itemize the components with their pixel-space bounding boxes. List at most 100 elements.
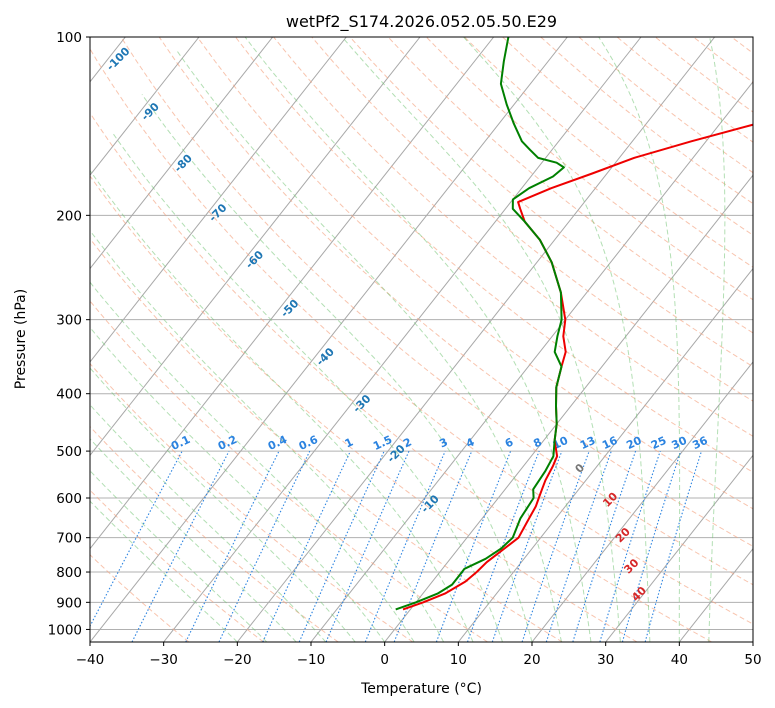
moist-adiabat bbox=[90, 169, 474, 642]
dry-adiabats bbox=[90, 37, 753, 642]
y-tick-label: 700 bbox=[56, 531, 82, 547]
moist-adiabat bbox=[90, 404, 327, 642]
mixing-ratio-line bbox=[131, 450, 230, 642]
dry-adiabat bbox=[90, 47, 753, 625]
mixing-ratio-line bbox=[521, 450, 590, 642]
y-tick-label: 300 bbox=[56, 313, 82, 329]
isotherm bbox=[236, 37, 716, 642]
plot-frame bbox=[89, 36, 754, 643]
x-tick-label: 0 bbox=[380, 652, 389, 668]
mixing-ratio-label: 36 bbox=[690, 434, 710, 452]
isotherm bbox=[90, 37, 200, 176]
isotherm bbox=[90, 37, 568, 642]
x-axis-label: Temperature (°C) bbox=[360, 681, 482, 697]
x-tick-label: 30 bbox=[597, 652, 614, 668]
x-tick-label: −20 bbox=[223, 652, 252, 668]
y-tick-label: 100 bbox=[56, 30, 82, 46]
x-tick-label: 50 bbox=[744, 652, 761, 668]
x-tick-label: 20 bbox=[523, 652, 540, 668]
moist-adiabat bbox=[111, 132, 503, 642]
moist-adiabat bbox=[244, 37, 592, 642]
moist-adiabat bbox=[141, 94, 533, 642]
y-tick-label: 900 bbox=[56, 595, 82, 611]
moist-adiabat bbox=[598, 37, 681, 642]
y-axis-ticks: 100 200 300 400 500 600 700 800 900 1000 bbox=[48, 30, 90, 638]
isotherm bbox=[90, 37, 495, 550]
x-tick-label: 40 bbox=[671, 652, 688, 668]
mixing-ratio-line bbox=[491, 450, 563, 642]
dewpoint-profile-line bbox=[395, 37, 565, 611]
moist-adiabat bbox=[90, 326, 386, 642]
moist-adiabats bbox=[90, 37, 726, 642]
dry-adiabat bbox=[196, 37, 753, 510]
isotherm bbox=[457, 267, 753, 642]
isotherm bbox=[531, 361, 753, 642]
profile-layer bbox=[395, 37, 753, 611]
isotherm bbox=[605, 454, 753, 642]
mixing-ratio-label: 25 bbox=[649, 434, 668, 452]
mixing-ratio-line bbox=[393, 450, 473, 642]
isotherm bbox=[90, 37, 347, 363]
moist-adiabat bbox=[90, 281, 415, 642]
mixing-ratio-line bbox=[545, 450, 612, 642]
isotherm bbox=[90, 37, 421, 457]
mixing-ratio-label: 13 bbox=[578, 434, 597, 452]
y-tick-label: 500 bbox=[56, 444, 82, 460]
dry-adiabat bbox=[273, 37, 753, 437]
mixing-ratio-label: 30 bbox=[670, 434, 690, 452]
dry-adiabat bbox=[90, 362, 414, 642]
moist-adiabat bbox=[90, 229, 445, 642]
isotherm bbox=[163, 37, 642, 642]
dry-adiabat bbox=[158, 37, 753, 547]
x-axis-ticks: −40 −30 −20 −10 0 10 20 30 40 50 bbox=[76, 642, 762, 668]
isotherm bbox=[384, 174, 753, 642]
y-tick-label: 600 bbox=[56, 491, 82, 507]
x-tick-label: 10 bbox=[450, 652, 467, 668]
mixing-ratio-line bbox=[218, 450, 311, 642]
moist-adiabat bbox=[175, 49, 562, 642]
dry-adiabat bbox=[90, 425, 339, 642]
mixing-ratio-line bbox=[644, 450, 703, 642]
moist-adiabat bbox=[463, 37, 651, 642]
dry-adiabat bbox=[425, 37, 753, 301]
mixing-ratio-line bbox=[262, 450, 351, 642]
dry-adiabat bbox=[90, 175, 638, 642]
moist-adiabat bbox=[90, 367, 356, 642]
pressure-gridlines bbox=[90, 37, 753, 630]
mixing-ratio-line bbox=[90, 450, 183, 628]
y-tick-label: 400 bbox=[56, 387, 82, 403]
mixing-ratio-label: 16 bbox=[600, 434, 620, 452]
y-tick-label: 200 bbox=[56, 208, 82, 224]
moist-adiabat bbox=[341, 37, 621, 642]
dry-adiabat bbox=[90, 489, 264, 642]
x-tick-label: −40 bbox=[76, 652, 105, 668]
mixing-ratio-line bbox=[364, 450, 446, 642]
mixing-ratio-line bbox=[435, 450, 512, 642]
background-line-layer bbox=[90, 37, 753, 642]
isotherm-lines bbox=[90, 37, 753, 642]
dry-adiabat bbox=[90, 237, 563, 642]
moist-adiabat bbox=[90, 470, 268, 642]
moist-adiabat bbox=[708, 37, 726, 642]
x-tick-label: −30 bbox=[149, 652, 178, 668]
mixing-ratio-label: 20 bbox=[624, 434, 644, 452]
mixing-ratio-line bbox=[599, 450, 661, 642]
mixing-ratio-lines bbox=[90, 450, 703, 642]
dry-adiabat bbox=[90, 112, 712, 642]
mixing-ratio-line bbox=[572, 450, 637, 642]
mixing-ratio-line bbox=[325, 450, 410, 642]
mixing-ratio-line bbox=[621, 450, 682, 642]
isotherm bbox=[90, 37, 274, 270]
mixing-ratio-line bbox=[466, 450, 540, 642]
dry-adiabat bbox=[311, 37, 753, 402]
x-tick-label: −10 bbox=[297, 652, 326, 668]
y-axis-label: Pressure (hPa) bbox=[13, 289, 29, 389]
y-tick-label: 1000 bbox=[48, 622, 82, 638]
y-tick-label: 800 bbox=[56, 565, 82, 581]
chart-title: wetPf2_S174.2026.052.05.50.E29 bbox=[286, 12, 557, 32]
dry-adiabat bbox=[120, 37, 753, 586]
dry-adiabat bbox=[90, 554, 190, 642]
mixing-ratio-line bbox=[298, 450, 385, 642]
